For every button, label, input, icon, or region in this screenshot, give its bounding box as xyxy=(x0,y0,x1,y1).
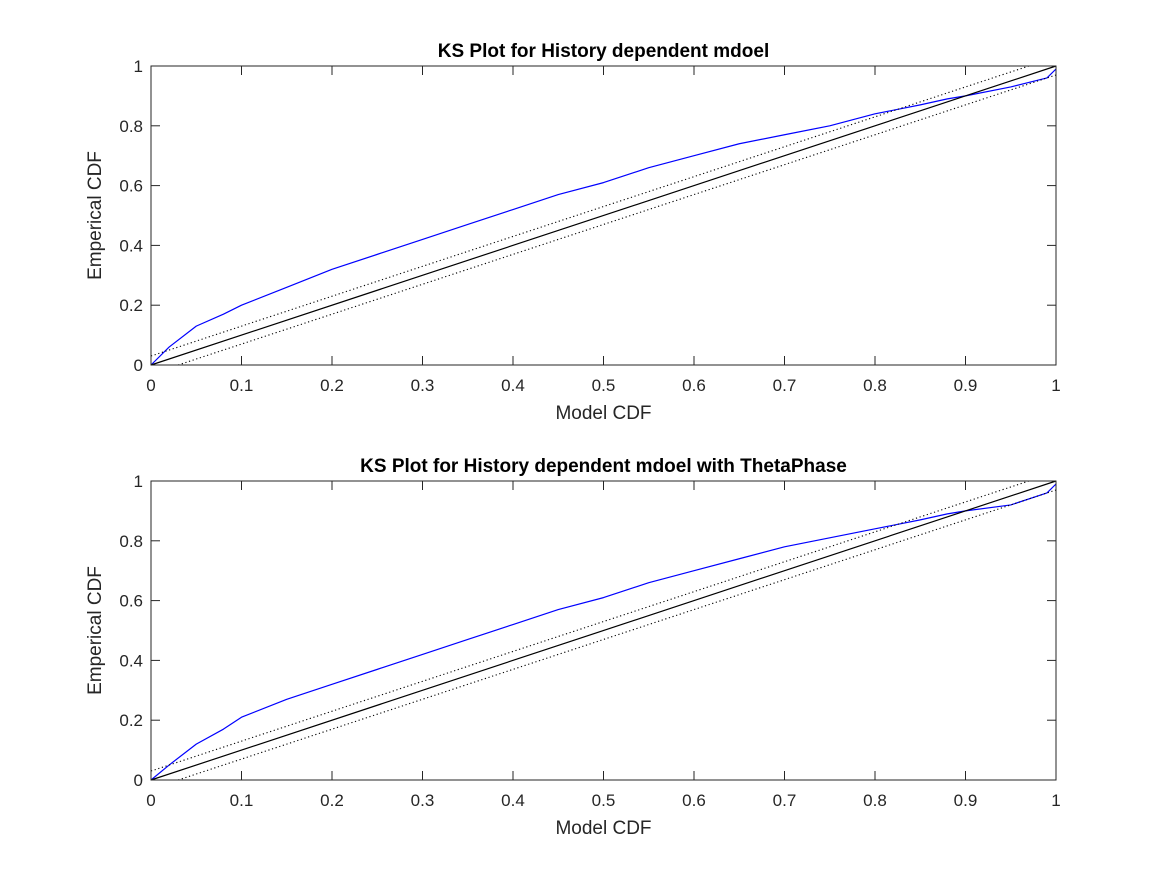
x-tick-label: 0.9 xyxy=(954,376,978,395)
x-tick-label: 0.6 xyxy=(682,791,706,810)
x-tick-label: 0.5 xyxy=(592,376,616,395)
x-tick-label: 0.6 xyxy=(682,376,706,395)
x-axis-label: Model CDF xyxy=(555,403,651,424)
y-tick-label: 0.4 xyxy=(119,651,143,670)
x-tick-label: 0.7 xyxy=(773,376,797,395)
x-tick-label: 1 xyxy=(1051,791,1060,810)
empirical-cdf-line xyxy=(150,483,1057,781)
x-tick-label: 0.1 xyxy=(230,376,254,395)
chart-title: KS Plot for History dependent mdoel xyxy=(438,41,769,62)
x-tick-label: 0.8 xyxy=(863,376,887,395)
y-tick-label: 0.8 xyxy=(119,117,143,136)
x-tick-label: 1 xyxy=(1051,376,1060,395)
empirical-cdf-line xyxy=(150,68,1057,366)
y-tick-label: 0.4 xyxy=(119,236,143,255)
y-tick-label: 0 xyxy=(134,356,143,375)
x-axis-label: Model CDF xyxy=(555,818,651,839)
x-tick-label: 0.7 xyxy=(773,791,797,810)
x-tick-label: 0 xyxy=(146,791,155,810)
y-tick-label: 0.6 xyxy=(119,177,143,196)
x-tick-label: 0.4 xyxy=(501,376,525,395)
subplot-top: 0 0.1 0.2 0.3 0.4 0.5 0.6 0.7 0.8 0.9 1 0 0.2 0.4 0.6 0… xyxy=(85,41,1061,424)
series-layer xyxy=(150,65,1057,366)
x-tick-label: 0.4 xyxy=(501,791,525,810)
y-tick-label: 0 xyxy=(134,771,143,790)
x-tick-label: 0.3 xyxy=(411,791,435,810)
x-tick-label: 0.8 xyxy=(863,791,887,810)
y-tick-label: 1 xyxy=(134,57,143,76)
x-tick-label: 0.2 xyxy=(320,791,344,810)
reference-diagonal-line xyxy=(150,65,1057,366)
chart-title: KS Plot for History dependent mdoel with… xyxy=(360,456,847,477)
x-tick-label: 0.5 xyxy=(592,791,616,810)
x-tick-label: 0.1 xyxy=(230,791,254,810)
subplot-bottom: 0 0.1 0.2 0.3 0.4 0.5 0.6 0.7 0.8 0.9 1 0 0.2 0.4 0.6 0… xyxy=(85,456,1061,839)
x-tick-label: 0.3 xyxy=(411,376,435,395)
y-axis-label: Emperical CDF xyxy=(85,566,106,695)
y-tick-label: 0.2 xyxy=(119,296,143,315)
y-tick-label: 1 xyxy=(134,472,143,491)
x-tick-label: 0.9 xyxy=(954,791,978,810)
x-tick-label: 0 xyxy=(146,376,155,395)
ticks-layer: 0 0.1 0.2 0.3 0.4 0.5 0.6 0.7 0.8 0.9 1 0 0.2 0.4 0.6 0… xyxy=(119,57,1060,395)
reference-diagonal-line xyxy=(150,480,1057,781)
y-tick-label: 0.2 xyxy=(119,711,143,730)
ticks-layer: 0 0.1 0.2 0.3 0.4 0.5 0.6 0.7 0.8 0.9 1 0 0.2 0.4 0.6 0… xyxy=(119,472,1060,810)
x-tick-label: 0.2 xyxy=(320,376,344,395)
y-tick-label: 0.8 xyxy=(119,532,143,551)
y-axis-label: Emperical CDF xyxy=(85,151,106,280)
y-tick-label: 0.6 xyxy=(119,592,143,611)
series-layer xyxy=(150,480,1057,781)
